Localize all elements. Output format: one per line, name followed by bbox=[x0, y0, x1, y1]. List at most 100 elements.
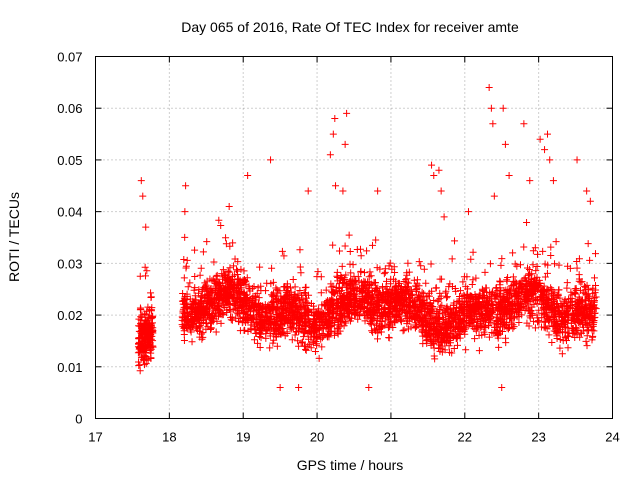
data-point bbox=[335, 283, 343, 291]
data-point bbox=[426, 309, 434, 317]
data-point bbox=[373, 264, 381, 272]
data-point bbox=[217, 221, 225, 229]
data-point bbox=[590, 301, 598, 309]
data-point bbox=[374, 187, 382, 195]
data-point bbox=[456, 287, 464, 295]
data-point bbox=[266, 344, 274, 352]
data-point bbox=[495, 343, 503, 351]
data-point bbox=[583, 342, 591, 350]
data-point bbox=[433, 308, 441, 316]
data-point bbox=[244, 328, 252, 336]
data-point bbox=[182, 262, 190, 270]
data-point bbox=[535, 306, 543, 314]
data-point bbox=[394, 279, 402, 287]
data-point bbox=[469, 248, 477, 256]
data-point bbox=[524, 301, 532, 309]
data-point bbox=[427, 260, 435, 268]
data-point bbox=[199, 310, 207, 318]
data-point bbox=[283, 280, 291, 288]
data-point bbox=[341, 317, 349, 325]
data-point bbox=[273, 342, 281, 350]
data-point bbox=[456, 319, 464, 327]
data-point bbox=[140, 310, 148, 318]
data-point bbox=[487, 104, 495, 112]
data-point bbox=[523, 288, 531, 296]
data-point bbox=[307, 323, 315, 331]
data-point bbox=[212, 328, 220, 336]
data-point bbox=[341, 242, 349, 250]
data-point bbox=[498, 316, 506, 324]
data-point bbox=[213, 271, 221, 279]
data-point bbox=[572, 286, 580, 294]
data-point bbox=[370, 309, 378, 317]
data-point bbox=[191, 284, 199, 292]
data-point bbox=[532, 279, 540, 287]
data-point bbox=[141, 335, 149, 343]
data-point bbox=[182, 182, 190, 190]
data-point bbox=[382, 277, 390, 285]
data-point bbox=[351, 299, 359, 307]
data-point bbox=[223, 277, 231, 285]
data-point bbox=[532, 267, 540, 275]
data-point bbox=[203, 277, 211, 285]
data-point bbox=[244, 305, 252, 313]
data-point bbox=[343, 109, 351, 117]
data-point bbox=[485, 300, 493, 308]
data-point bbox=[573, 264, 581, 272]
data-point bbox=[485, 333, 493, 341]
data-point bbox=[322, 315, 330, 323]
data-point bbox=[345, 231, 353, 239]
data-point bbox=[478, 285, 486, 293]
data-point bbox=[511, 305, 519, 313]
data-point bbox=[267, 156, 275, 164]
data-point bbox=[256, 263, 264, 271]
data-point bbox=[255, 306, 263, 314]
data-point bbox=[496, 278, 504, 286]
data-point bbox=[443, 293, 451, 301]
data-point bbox=[235, 288, 243, 296]
data-point bbox=[357, 304, 365, 312]
data-point bbox=[246, 285, 254, 293]
data-point bbox=[333, 268, 341, 276]
y-tick-label: 0.05 bbox=[57, 153, 82, 168]
data-point bbox=[481, 330, 489, 338]
data-point bbox=[419, 301, 427, 309]
data-point bbox=[212, 275, 220, 283]
data-point bbox=[561, 297, 569, 305]
data-point bbox=[235, 318, 243, 326]
data-point bbox=[525, 322, 533, 330]
data-point bbox=[501, 140, 509, 148]
data-point bbox=[405, 268, 413, 276]
data-point bbox=[431, 325, 439, 333]
x-tick-label: 24 bbox=[605, 430, 619, 445]
data-point bbox=[288, 336, 296, 344]
data-point bbox=[448, 322, 456, 330]
data-point bbox=[329, 241, 337, 249]
data-point bbox=[579, 288, 587, 296]
data-point bbox=[451, 237, 459, 245]
data-point bbox=[366, 320, 374, 328]
data-point bbox=[365, 306, 373, 314]
data-point bbox=[527, 279, 535, 287]
data-point bbox=[183, 256, 191, 264]
data-point bbox=[461, 325, 469, 333]
data-point bbox=[528, 290, 536, 298]
data-point bbox=[335, 279, 343, 287]
data-point bbox=[409, 313, 417, 321]
data-point bbox=[445, 342, 453, 350]
data-point bbox=[201, 306, 209, 314]
data-point bbox=[297, 325, 305, 333]
data-point bbox=[405, 279, 413, 287]
data-point bbox=[261, 319, 269, 327]
data-point bbox=[262, 327, 270, 335]
data-point bbox=[288, 304, 296, 312]
data-point bbox=[459, 317, 467, 325]
data-point bbox=[302, 283, 310, 291]
data-point bbox=[517, 261, 525, 269]
data-point bbox=[355, 277, 363, 285]
data-point bbox=[297, 269, 305, 277]
data-point bbox=[276, 323, 284, 331]
data-point bbox=[441, 346, 449, 354]
data-point bbox=[475, 292, 483, 300]
data-point bbox=[432, 284, 440, 292]
